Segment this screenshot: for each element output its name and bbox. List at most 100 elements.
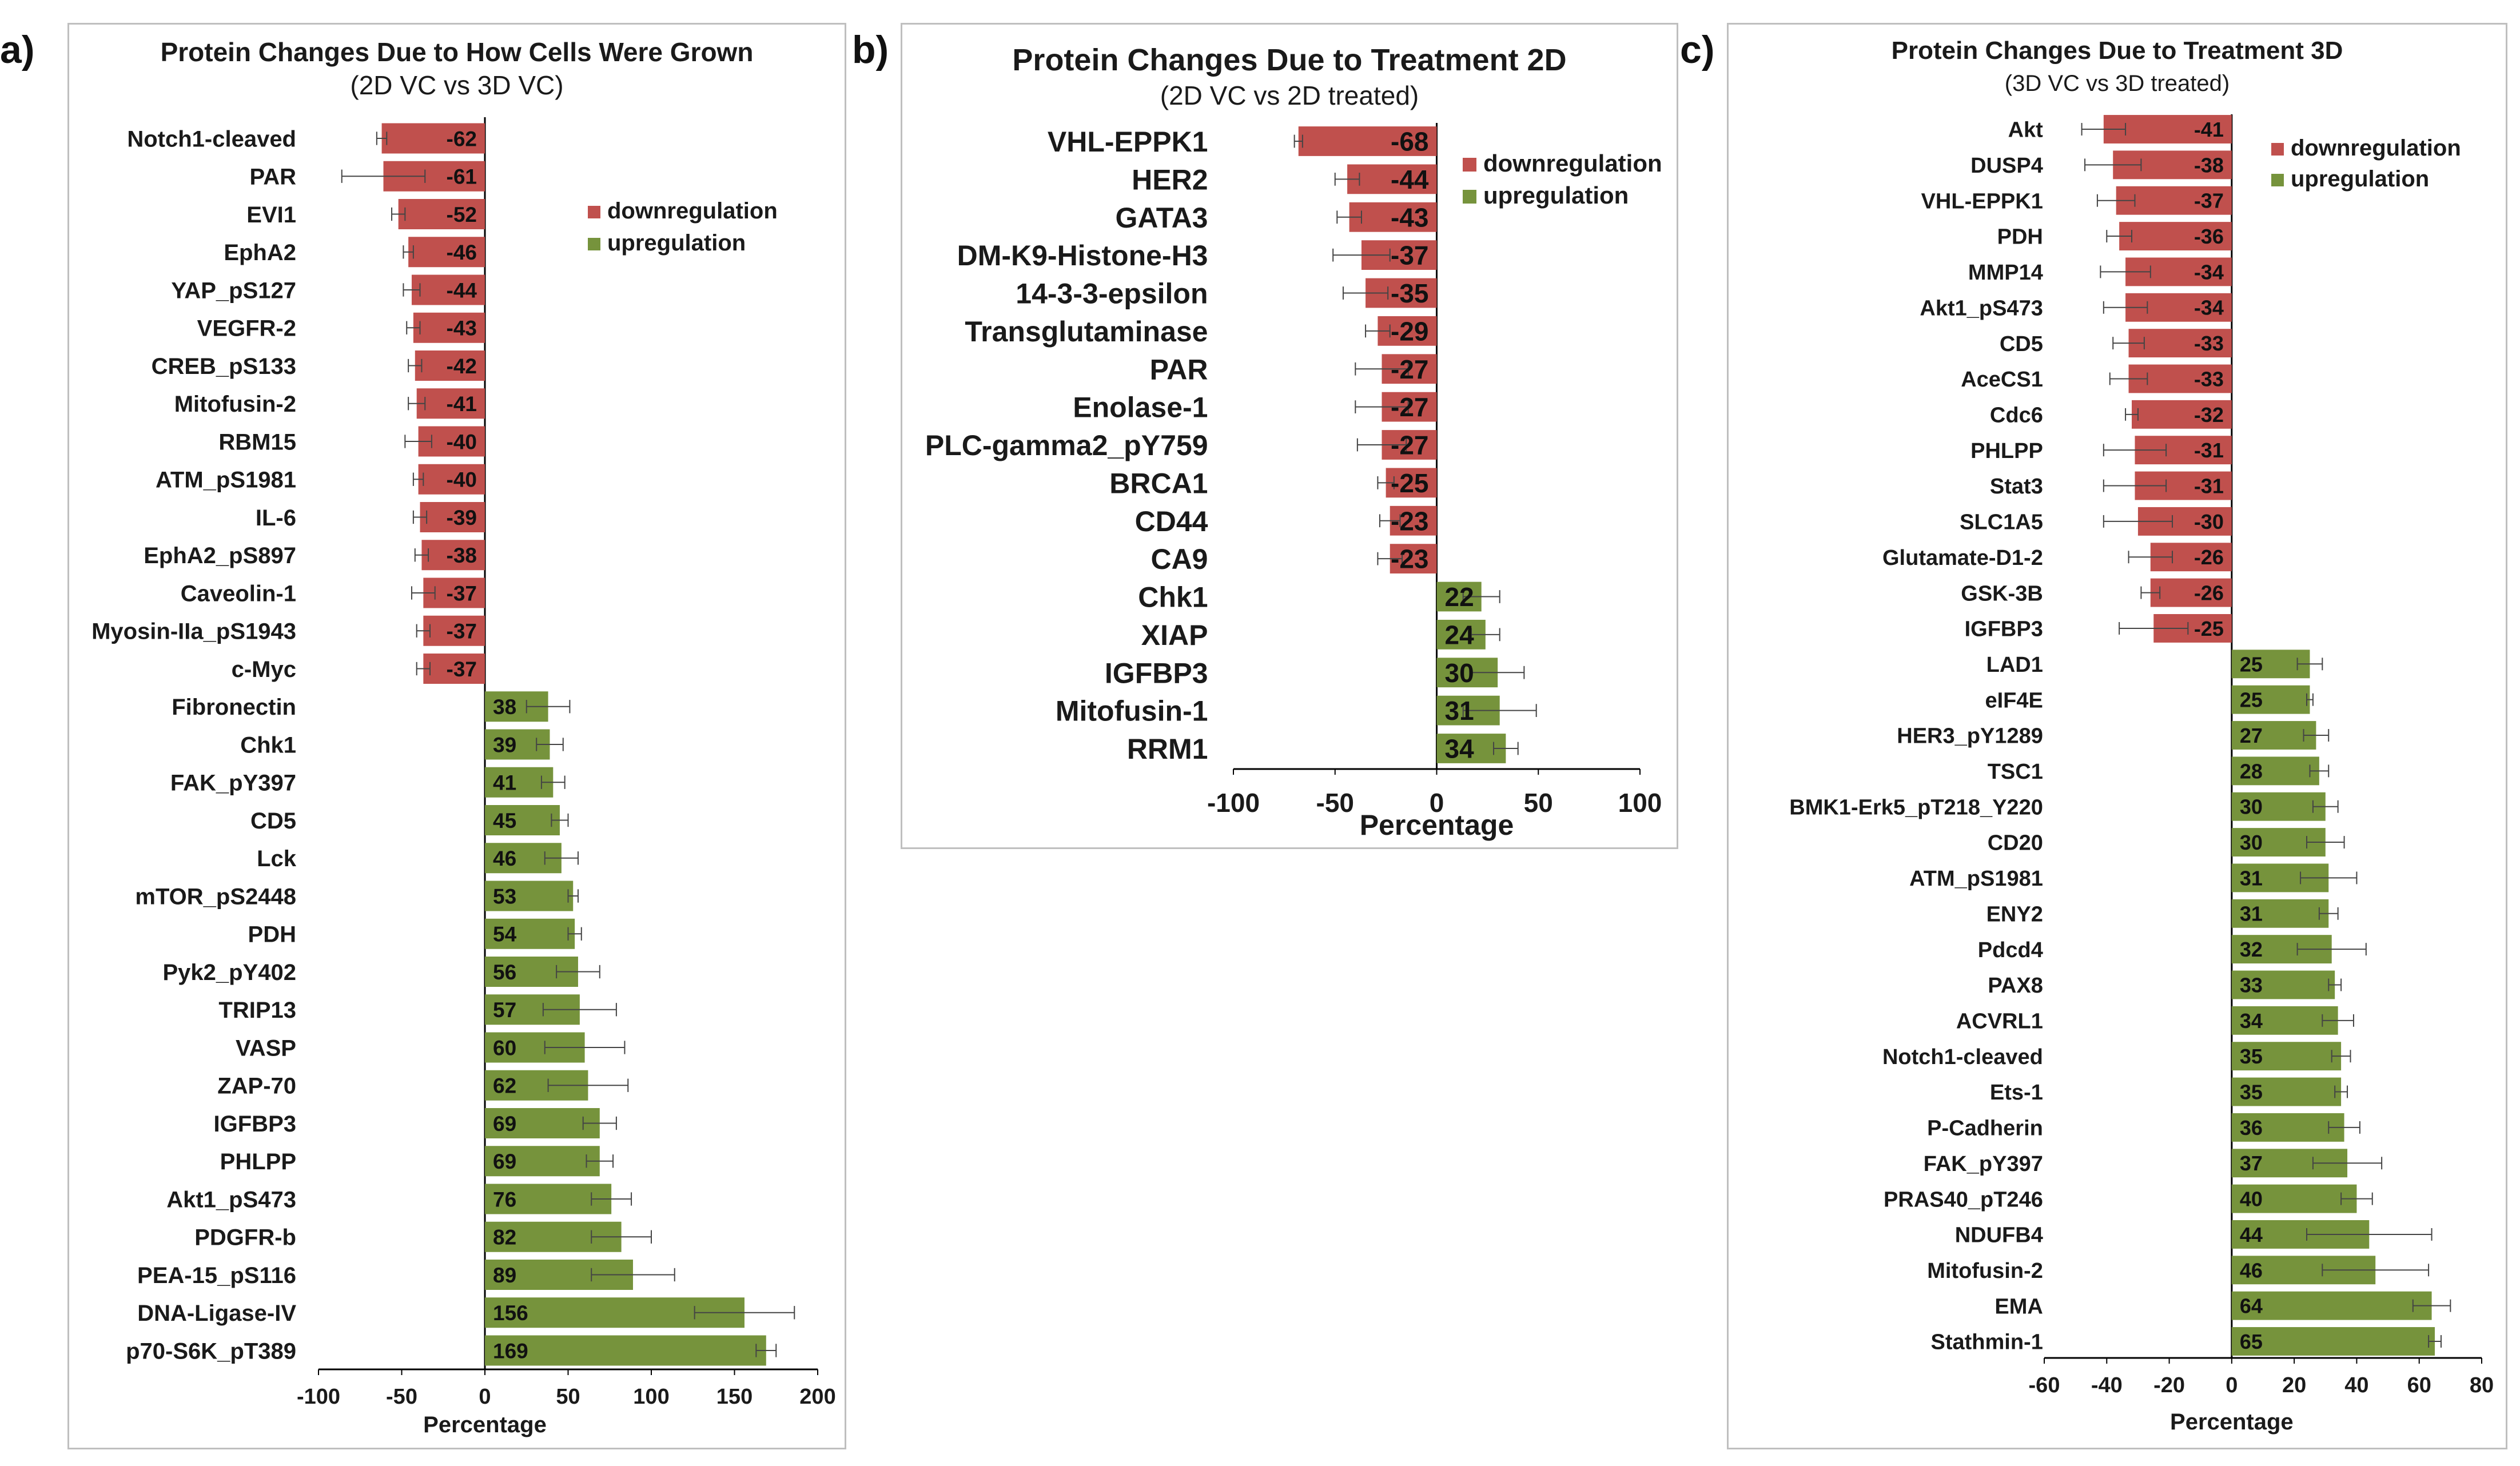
p1-value-label: 30 xyxy=(1445,658,1474,688)
p0-value-label: 41 xyxy=(493,771,516,795)
p2-x-tick-label: -60 xyxy=(2029,1373,2060,1397)
p2-value-label: -36 xyxy=(2194,225,2224,248)
p1-bar xyxy=(1349,202,1437,232)
panel-b xyxy=(901,23,1678,849)
p2-value-label: 27 xyxy=(2240,724,2263,747)
p0-category-label: CD5 xyxy=(250,808,296,834)
p2-value-label: 30 xyxy=(2240,831,2263,854)
p1-category-label: GATA3 xyxy=(1115,202,1208,234)
p2-bar xyxy=(2231,970,2335,999)
p1-category-label: Mitofusin-1 xyxy=(1056,695,1208,727)
p0-value-label: 62 xyxy=(493,1074,516,1098)
p2-category-label: DUSP4 xyxy=(1970,154,2043,178)
panel-b-title: Protein Changes Due to Treatment 2D xyxy=(1012,43,1567,77)
p0-category-label: CREB_pS133 xyxy=(152,354,296,379)
p2-category-label: MMP14 xyxy=(1968,261,2043,285)
p2-value-label: -31 xyxy=(2194,439,2224,462)
p0-value-label: -46 xyxy=(447,241,477,264)
p2-bar xyxy=(2119,222,2232,250)
p0-category-label: Mitofusin-2 xyxy=(174,392,296,417)
p2-bar xyxy=(2231,1006,2338,1035)
p0-bar xyxy=(408,237,485,268)
p2-category-label: SLC1A5 xyxy=(1960,511,2043,535)
p1-category-label: PAR xyxy=(1150,353,1208,385)
p1-category-label: Chk1 xyxy=(1138,581,1208,614)
p0-value-label: -40 xyxy=(447,430,477,453)
p2-category-label: PRAS40_pT246 xyxy=(1884,1188,2043,1212)
p0-value-label: -61 xyxy=(447,165,477,189)
p0-bar xyxy=(420,502,485,532)
p2-category-label: HER3_pY1289 xyxy=(1897,724,2043,748)
p2-legend-swatch-up xyxy=(2271,174,2284,186)
p2-value-label: 40 xyxy=(2240,1188,2263,1211)
p1-category-label: XIAP xyxy=(1141,619,1208,651)
p2-bar xyxy=(2231,721,2316,750)
p1-value-label: 24 xyxy=(1445,620,1475,650)
p0-value-label: -62 xyxy=(447,127,477,150)
p1-category-label: 14-3-3-epsilon xyxy=(1016,278,1208,310)
p0-category-label: YAP_pS127 xyxy=(171,278,296,303)
p2-bar xyxy=(2231,792,2326,821)
p1-x-axis-label: Percentage xyxy=(1360,809,1514,841)
p2-bar xyxy=(2231,756,2319,786)
p2-category-label: IGFBP3 xyxy=(1965,618,2043,642)
p0-legend-label-down: downregulation xyxy=(607,198,778,224)
p0-value-label: -37 xyxy=(447,658,477,681)
p0-bar xyxy=(398,199,485,229)
p1-category-label: IGFBP3 xyxy=(1105,657,1208,689)
p2-category-label: FAK_pY397 xyxy=(1924,1152,2043,1176)
p1-value-label: -27 xyxy=(1391,354,1428,384)
p2-value-label: 36 xyxy=(2240,1116,2263,1140)
p1-bar xyxy=(1298,126,1437,156)
p0-category-label: RBM15 xyxy=(218,429,296,455)
p0-bar xyxy=(423,654,485,684)
p2-value-label: -34 xyxy=(2194,296,2224,320)
p2-value-label: 46 xyxy=(2240,1258,2263,1282)
panel-b-subtitle: (2D VC vs 2D treated) xyxy=(1160,81,1419,110)
p0-value-label: -42 xyxy=(447,354,477,378)
p2-bar xyxy=(2132,400,2232,429)
p0-x-tick-label: 0 xyxy=(479,1385,491,1409)
p2-category-label: Stat3 xyxy=(1990,475,2043,499)
p0-bar xyxy=(485,1335,766,1366)
p1-value-label: 31 xyxy=(1445,696,1474,726)
p2-category-label: BMK1-Erk5_pT218_Y220 xyxy=(1789,795,2043,819)
p1-category-label: CA9 xyxy=(1150,543,1208,575)
p1-value-label: -68 xyxy=(1391,127,1428,157)
panel-c-subtitle: (3D VC vs 3D treated) xyxy=(2004,71,2230,96)
panel-a-title: Protein Changes Due to How Cells Were Gr… xyxy=(160,37,754,67)
p0-value-label: 69 xyxy=(493,1112,516,1136)
p0-x-axis-label: Percentage xyxy=(423,1412,547,1437)
p2-bar xyxy=(2231,1327,2435,1356)
p1-category-label: Transglutaminase xyxy=(965,316,1208,348)
p2-value-label: -33 xyxy=(2194,367,2224,391)
p0-bar xyxy=(416,388,485,419)
p2-value-label: 35 xyxy=(2240,1080,2263,1104)
p0-value-label: 69 xyxy=(493,1150,516,1173)
p2-bar xyxy=(2231,899,2329,928)
p2-x-tick-label: -40 xyxy=(2091,1373,2123,1397)
p1-x-tick-label: 0 xyxy=(1430,788,1444,818)
p0-value-label: 57 xyxy=(493,998,516,1022)
p0-category-label: PDH xyxy=(248,922,296,947)
p1-value-label: -43 xyxy=(1391,202,1428,232)
p0-category-label: Lck xyxy=(257,846,297,871)
p2-value-label: -26 xyxy=(2194,545,2224,569)
p1-bar xyxy=(1347,164,1437,194)
p2-x-axis-label: Percentage xyxy=(2170,1409,2294,1435)
p1-value-label: 34 xyxy=(1445,734,1475,764)
p0-x-tick-label: -50 xyxy=(386,1385,417,1409)
p1-value-label: -37 xyxy=(1391,241,1428,270)
p0-bar xyxy=(485,1146,600,1177)
p0-bar xyxy=(418,464,485,495)
p0-category-label: p70-S6K_pT389 xyxy=(126,1338,296,1364)
p2-value-label: -26 xyxy=(2194,581,2224,605)
p0-category-label: Chk1 xyxy=(240,732,296,758)
p2-value-label: 44 xyxy=(2240,1223,2263,1246)
p2-x-tick-label: 0 xyxy=(2226,1373,2238,1397)
p2-category-label: Mitofusin-2 xyxy=(1927,1259,2043,1283)
p2-bar xyxy=(2231,1291,2432,1320)
p2-category-label: GSK-3B xyxy=(1961,581,2043,605)
p2-value-label: 28 xyxy=(2240,759,2263,783)
p0-x-tick-label: 50 xyxy=(556,1385,580,1409)
